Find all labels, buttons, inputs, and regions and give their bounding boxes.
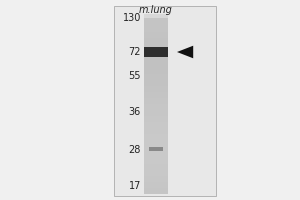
Bar: [144, 44, 168, 50]
Bar: [144, 92, 168, 98]
Bar: [144, 116, 168, 122]
Bar: [144, 146, 168, 152]
Bar: [144, 122, 168, 128]
Bar: [144, 158, 168, 164]
Bar: [144, 110, 168, 116]
Bar: [144, 38, 168, 44]
Text: 28: 28: [129, 145, 141, 155]
Bar: [144, 182, 168, 188]
Text: 130: 130: [123, 13, 141, 23]
Bar: [144, 104, 168, 110]
Bar: [144, 56, 168, 62]
Bar: [144, 188, 168, 194]
Bar: [144, 14, 168, 20]
Bar: [144, 32, 168, 38]
Text: 55: 55: [128, 71, 141, 81]
Bar: [144, 47, 168, 57]
Bar: [144, 164, 168, 170]
Bar: [144, 152, 168, 158]
Bar: [144, 98, 168, 104]
Bar: [144, 74, 168, 80]
Bar: [144, 128, 168, 134]
Bar: [144, 50, 168, 56]
Bar: [149, 147, 163, 151]
Bar: [144, 80, 168, 86]
Bar: [144, 62, 168, 68]
Bar: [144, 134, 168, 140]
Text: m.lung: m.lung: [139, 5, 173, 15]
Bar: [144, 176, 168, 182]
Bar: [144, 68, 168, 74]
Bar: [114, 6, 216, 196]
Bar: [144, 26, 168, 32]
Bar: [144, 140, 168, 146]
Bar: [144, 86, 168, 92]
Polygon shape: [177, 46, 193, 58]
Bar: [144, 20, 168, 26]
Bar: [144, 18, 168, 194]
Text: 17: 17: [129, 181, 141, 191]
Text: 72: 72: [128, 47, 141, 57]
Bar: [144, 170, 168, 176]
Text: 36: 36: [129, 107, 141, 117]
